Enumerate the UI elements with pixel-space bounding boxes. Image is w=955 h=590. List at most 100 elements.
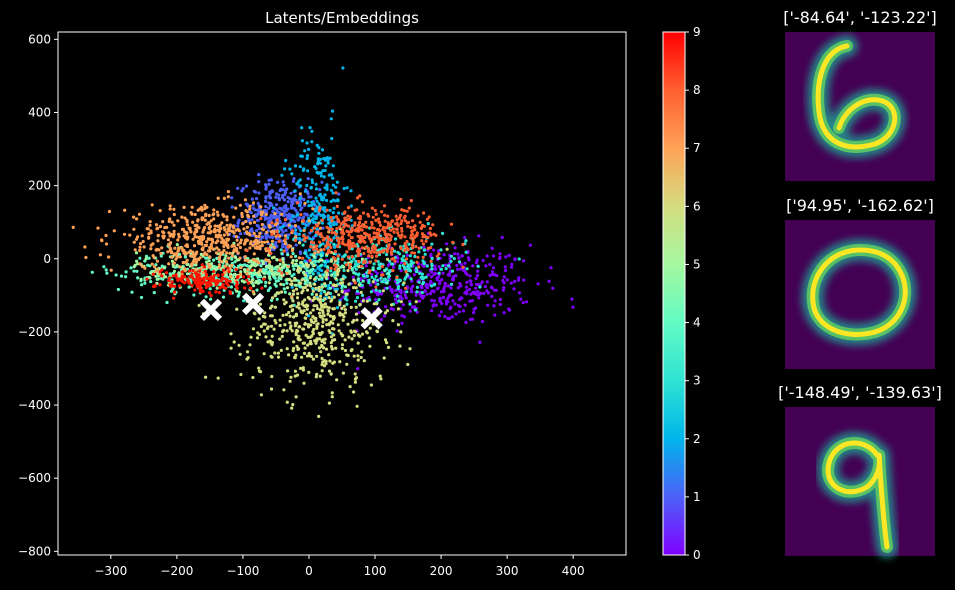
scatter-point bbox=[235, 238, 239, 242]
scatter-point bbox=[275, 218, 279, 222]
scatter-point bbox=[374, 285, 378, 289]
scatter-point bbox=[226, 283, 230, 287]
scatter-point bbox=[331, 327, 335, 331]
scatter-point bbox=[425, 217, 429, 221]
scatter-point bbox=[417, 250, 421, 254]
scatter-point bbox=[274, 284, 278, 288]
scatter-point bbox=[453, 246, 457, 250]
scatter-point bbox=[307, 325, 311, 329]
scatter-point bbox=[346, 269, 350, 273]
scatter-point bbox=[413, 308, 418, 312]
scatter-point bbox=[360, 200, 365, 204]
scatter-point bbox=[162, 231, 166, 235]
scatter-point bbox=[284, 313, 289, 317]
scatter-point bbox=[208, 237, 212, 241]
scatter-point bbox=[194, 252, 198, 256]
scatter-point bbox=[226, 275, 230, 279]
scatter-point bbox=[217, 265, 221, 270]
scatter-point bbox=[525, 300, 529, 304]
scatter-point bbox=[342, 268, 346, 273]
scatter-point bbox=[356, 358, 360, 362]
scatter-point bbox=[165, 225, 169, 229]
scatter-point bbox=[343, 348, 347, 353]
scatter-point bbox=[434, 303, 438, 307]
scatter-point bbox=[444, 267, 448, 271]
scatter-point bbox=[284, 241, 288, 246]
scatter-point bbox=[468, 299, 472, 303]
scatter-point bbox=[493, 288, 497, 292]
scatter-point bbox=[132, 227, 136, 231]
scatter-point bbox=[293, 189, 297, 193]
scatter-point bbox=[270, 268, 274, 272]
scatter-point bbox=[482, 291, 486, 295]
scatter-point bbox=[328, 237, 332, 242]
scatter-point bbox=[490, 246, 494, 250]
scatter-point bbox=[297, 282, 301, 286]
scatter-point bbox=[344, 292, 348, 296]
scatter-point bbox=[400, 314, 404, 318]
scatter-point bbox=[271, 206, 276, 210]
scatter-point bbox=[405, 272, 409, 276]
scatter-point bbox=[204, 260, 209, 264]
scatter-point bbox=[286, 200, 290, 204]
scatter-point bbox=[172, 296, 176, 300]
scatter-point bbox=[429, 279, 433, 283]
scatter-point bbox=[149, 247, 153, 251]
scatter-point bbox=[294, 330, 298, 334]
scatter-point bbox=[139, 277, 143, 281]
scatter-point bbox=[430, 284, 434, 288]
scatter-point bbox=[149, 231, 153, 235]
scatter-point bbox=[399, 300, 403, 304]
scatter-point bbox=[201, 248, 205, 252]
scatter-point bbox=[324, 362, 328, 366]
scatter-point bbox=[276, 180, 280, 184]
scatter-point bbox=[150, 262, 154, 266]
scatter-point bbox=[353, 223, 357, 227]
scatter-point bbox=[307, 219, 311, 223]
scatter-point bbox=[149, 280, 153, 284]
scatter-point bbox=[230, 205, 234, 209]
scatter-point bbox=[223, 264, 227, 268]
scatter-point bbox=[392, 265, 396, 269]
scatter-point bbox=[247, 232, 251, 236]
scatter-point bbox=[178, 255, 182, 259]
scatter-point bbox=[124, 270, 128, 274]
x-tick-label: 100 bbox=[364, 564, 387, 578]
scatter-point bbox=[359, 355, 363, 360]
scatter-point bbox=[457, 256, 461, 260]
scatter-point bbox=[389, 237, 393, 242]
scatter-point bbox=[409, 233, 413, 237]
scatter-point bbox=[430, 242, 434, 246]
scatter-point bbox=[267, 182, 271, 186]
colorbar-tick-label: 9 bbox=[693, 25, 701, 39]
scatter-point bbox=[249, 259, 253, 263]
scatter-point bbox=[200, 208, 204, 212]
scatter-point bbox=[351, 320, 355, 324]
scatter-point bbox=[258, 302, 262, 306]
scatter-point bbox=[243, 268, 247, 272]
scatter-point bbox=[461, 242, 465, 247]
scatter-point bbox=[264, 258, 268, 262]
scatter-point bbox=[334, 191, 338, 195]
scatter-point bbox=[235, 283, 239, 287]
scatter-point bbox=[201, 289, 205, 293]
scatter-point bbox=[398, 294, 403, 298]
scatter-point bbox=[278, 262, 282, 266]
scatter-point bbox=[393, 242, 397, 246]
scatter-point bbox=[380, 280, 384, 284]
scatter-point bbox=[212, 269, 216, 274]
scatter-point bbox=[301, 289, 305, 293]
scatter-point bbox=[305, 183, 309, 188]
scatter-point bbox=[252, 252, 256, 256]
scatter-point bbox=[301, 327, 305, 331]
scatter-point bbox=[303, 282, 307, 286]
scatter-point bbox=[528, 243, 533, 247]
scatter-point bbox=[264, 280, 268, 284]
scatter-point bbox=[216, 213, 220, 217]
scatter-point bbox=[351, 275, 355, 279]
scatter-point bbox=[318, 333, 322, 337]
scatter-point bbox=[483, 285, 487, 289]
scatter-point bbox=[145, 277, 149, 281]
scatter-point bbox=[327, 230, 331, 234]
scatter-point bbox=[313, 220, 317, 224]
